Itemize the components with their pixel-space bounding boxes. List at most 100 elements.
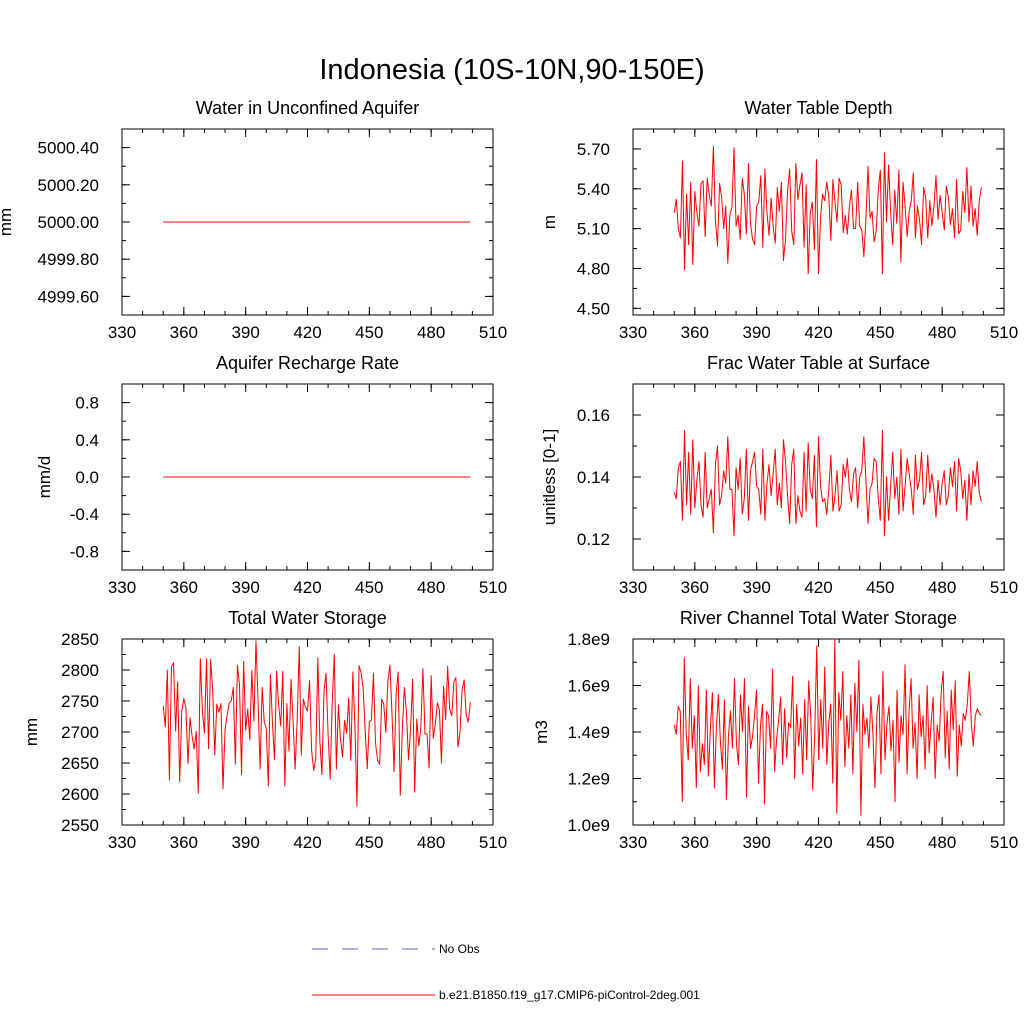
panel-2: Aquifer Recharge Rate 330 360 390 420 450 480 5… [35,353,507,597]
x-tick-label: 450 [355,578,383,597]
y-tick-label: 0.4 [75,431,99,450]
y-tick-label: -0.8 [70,542,99,561]
x-tick-label: 420 [804,833,832,852]
x-tick-label: 480 [417,833,445,852]
y-tick-label: 1.6e9 [567,677,610,696]
x-tick-label: 480 [928,833,956,852]
x-tick-label: 390 [742,833,770,852]
y-tick-label: 4.50 [577,299,610,318]
x-tick-label: 420 [293,833,321,852]
y-tick-label: 5.70 [577,140,610,159]
x-tick-label: 510 [990,578,1018,597]
y-tick-label: 2750 [61,692,99,711]
plot-frame [632,128,1005,316]
panel-title: Aquifer Recharge Rate [216,353,399,373]
y-axis-label: m3 [532,720,551,744]
x-tick-label: 360 [681,578,709,597]
x-tick-label: 360 [681,833,709,852]
x-tick-label: 390 [742,578,770,597]
y-tick-label: 5.10 [577,220,610,239]
y-tick-label: 0.14 [577,468,610,487]
series-line [673,145,982,275]
x-tick-label: 330 [619,323,647,342]
series-line [673,638,982,817]
legend-item-1: b.e21.B1850.f19_g17.CMIP6-piControl-2deg… [312,988,700,1002]
y-tick-label: -0.4 [70,505,99,524]
x-tick-label: 330 [108,323,136,342]
y-tick-label: 2800 [61,661,99,680]
legend: No Obs b.e21.B1850.f19_g17.CMIP6-piContro… [312,942,700,1002]
x-tick-label: 390 [742,323,770,342]
y-tick-label: 5000.20 [38,176,99,195]
panel-5: River Channel Total Water Storage 330 360 3… [532,608,1018,852]
panel-0: Water in Unconfined Aquifer 330 360 390 420 4… [0,98,507,342]
y-tick-label: 0.0 [75,468,99,487]
x-tick-label: 420 [804,578,832,597]
x-tick-label: 330 [619,833,647,852]
x-tick-label: 360 [170,578,198,597]
x-tick-label: 450 [866,833,894,852]
panel-1: Water Table Depth 330 360 390 420 450 480 510 4.… [540,98,1018,342]
x-tick-label: 420 [293,323,321,342]
legend-label: No Obs [439,942,480,956]
plot-frame [121,638,494,826]
legend-label: b.e21.B1850.f19_g17.CMIP6-piControl-2deg… [439,988,700,1002]
panel-title: Frac Water Table at Surface [707,353,930,373]
panel-title: River Channel Total Water Storage [680,608,957,628]
x-tick-label: 360 [170,323,198,342]
legend-item-0: No Obs [312,942,480,956]
x-tick-label: 360 [170,833,198,852]
y-tick-label: 2550 [61,816,99,835]
x-tick-label: 390 [231,578,259,597]
panels: Water in Unconfined Aquifer 330 360 390 420 4… [0,98,1018,852]
y-axis-label: mm/d [35,456,54,499]
x-tick-label: 510 [479,323,507,342]
plot-frame [632,383,1005,571]
y-tick-label: 2600 [61,785,99,804]
x-tick-label: 330 [108,833,136,852]
x-tick-label: 480 [928,578,956,597]
x-tick-label: 510 [479,833,507,852]
y-tick-label: 0.8 [75,394,99,413]
x-tick-label: 360 [681,323,709,342]
y-axis-label: unitless [0-1] [540,429,559,525]
x-tick-label: 420 [293,578,321,597]
x-tick-label: 510 [990,833,1018,852]
x-tick-label: 330 [108,578,136,597]
panel-title: Total Water Storage [228,608,386,628]
y-tick-label: 4999.80 [38,250,99,269]
x-tick-label: 420 [804,323,832,342]
y-tick-label: 2700 [61,723,99,742]
y-tick-label: 5000.00 [38,213,99,232]
x-tick-label: 450 [866,323,894,342]
x-tick-label: 390 [231,833,259,852]
x-tick-label: 450 [355,833,383,852]
x-tick-label: 510 [990,323,1018,342]
y-tick-label: 2650 [61,754,99,773]
x-tick-label: 450 [355,323,383,342]
y-axis-label: mm [0,208,15,236]
y-tick-label: 4.80 [577,260,610,279]
y-tick-label: 1.2e9 [567,770,610,789]
x-tick-label: 480 [417,323,445,342]
panel-title: Water in Unconfined Aquifer [196,98,419,118]
series-line [162,640,471,807]
panel-title: Water Table Depth [744,98,892,118]
panel-4: Total Water Storage 330 360 390 420 450 480 510… [22,608,507,852]
y-tick-label: 2850 [61,630,99,649]
y-tick-label: 5.40 [577,180,610,199]
y-axis-label: mm [22,718,41,746]
x-tick-label: 450 [866,578,894,597]
x-tick-label: 480 [928,323,956,342]
figure-title: Indonesia (10S-10N,90-150E) [319,54,704,86]
y-axis-label: m [540,215,559,229]
x-tick-label: 330 [619,578,647,597]
series-line [673,430,982,537]
panel-3: Frac Water Table at Surface 330 360 390 420 4… [540,353,1018,597]
x-tick-label: 480 [417,578,445,597]
y-tick-label: 0.12 [577,530,610,549]
y-tick-label: 1.8e9 [567,630,610,649]
y-tick-label: 4999.60 [38,287,99,306]
